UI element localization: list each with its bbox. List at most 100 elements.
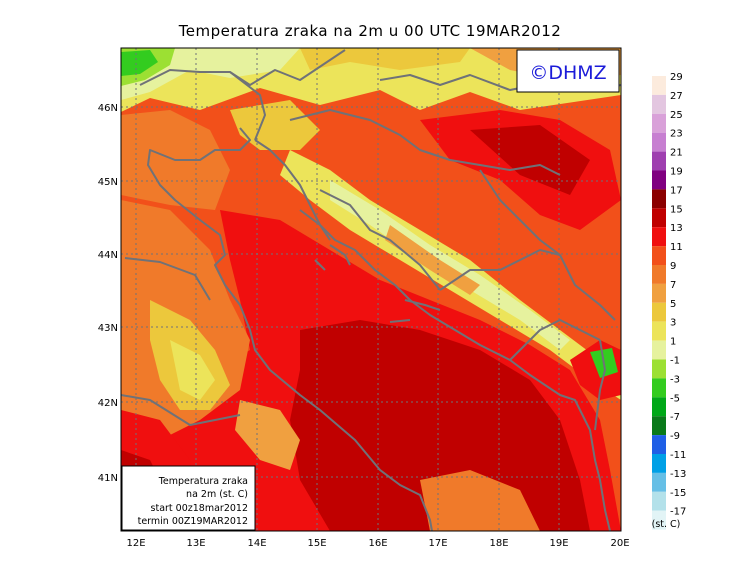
- x-tick-label: 12E: [126, 538, 145, 549]
- legend-label: -11: [670, 450, 686, 461]
- border-bosnia-east: [439, 249, 561, 291]
- legend-label: 23: [670, 129, 683, 140]
- legend-swatch: [652, 472, 666, 492]
- legend-swatch: [652, 454, 666, 473]
- island-korcula: [389, 319, 411, 323]
- legend-swatch: [652, 170, 666, 190]
- border-montenegro: [509, 319, 601, 361]
- italy-river: [124, 257, 211, 301]
- y-tick-label: 42N: [98, 398, 118, 409]
- coastlines: [121, 49, 621, 531]
- legend-label: -17: [670, 507, 686, 518]
- legend-swatch: [652, 302, 666, 322]
- map-title: Temperatura zraka na 2m u 00 UTC 19MAR20…: [178, 22, 562, 40]
- info-box-line4: termin 00Z19MAR2012: [138, 516, 248, 527]
- legend-swatch: [652, 227, 666, 247]
- legend-label: 17: [670, 185, 683, 196]
- legend-label: -1: [670, 356, 680, 367]
- gargano-7C: [235, 400, 300, 470]
- legend-unit: (st. C): [652, 519, 681, 530]
- legend-label: 11: [670, 242, 683, 253]
- legend-label: -9: [670, 431, 680, 442]
- info-box-line1: Temperatura zraka: [158, 476, 248, 487]
- plot-frame: [120, 47, 622, 532]
- legend-label: 15: [670, 204, 683, 215]
- legend-swatch: [652, 208, 666, 228]
- legend-label: -7: [670, 412, 680, 423]
- legend-label: 27: [670, 91, 683, 102]
- legend-swatch: [652, 265, 666, 284]
- island-pag: [329, 244, 351, 266]
- band-m3C-north: [121, 50, 158, 76]
- island-krk: [299, 209, 331, 241]
- info-box-line2: na 2m (st. C): [186, 489, 248, 500]
- italy-3C: [170, 340, 215, 400]
- legend-label: -13: [670, 469, 686, 480]
- y-tick-label: 41N: [98, 473, 118, 484]
- legend-swatch: [652, 283, 666, 303]
- legend-label: 1: [670, 337, 676, 348]
- legend-swatch: [652, 76, 666, 95]
- x-tick-label: 17E: [428, 538, 447, 549]
- legend-swatch: [652, 397, 666, 417]
- y-tick-label: 43N: [98, 323, 118, 334]
- legend-swatch: [652, 246, 666, 265]
- border-bosnia-west: [319, 189, 441, 291]
- legend-label: 13: [670, 223, 683, 234]
- color-legend: 29 27 25 23 21 19 17 15 13 11 9 7 5 3 1 -1 -3 -5 -7 -9 -11 -1…: [652, 72, 686, 530]
- legend-label: -15: [670, 488, 686, 499]
- legend-label: -5: [670, 393, 680, 404]
- info-box-line3: start 00z18mar2012: [151, 503, 248, 514]
- x-tick-label: 13E: [186, 538, 205, 549]
- legend-swatch: [652, 510, 666, 530]
- pocket-15C-northeast: [470, 125, 590, 195]
- legend-label: 3: [670, 318, 676, 329]
- legend-label: 29: [670, 72, 683, 83]
- legend-label: 5: [670, 299, 676, 310]
- y-tick-label: 46N: [98, 103, 118, 114]
- slovenia-5C: [230, 100, 320, 150]
- italy-border-south: [121, 394, 241, 426]
- legend-swatch: [652, 359, 666, 379]
- y-axis-labels: 46N 45N 44N 43N 42N 41N: [98, 103, 118, 484]
- legend-swatch: [652, 378, 666, 398]
- logo-text: ©DHMZ: [529, 62, 606, 84]
- legend-swatch: [652, 491, 666, 511]
- x-axis-labels: 12E 13E 14E 15E 16E 17E 18E 19E 20E: [126, 538, 629, 549]
- border-serbia: [479, 169, 561, 256]
- legend-label: 25: [670, 110, 683, 121]
- legend-swatch: [652, 416, 666, 436]
- border-croatia-north: [289, 109, 561, 176]
- island-hvar: [404, 299, 441, 311]
- legend-label: 19: [670, 167, 683, 178]
- legend-swatch: [652, 189, 666, 209]
- band-7C-dinaric: [385, 225, 480, 295]
- italy-coast: [147, 127, 433, 531]
- legend-swatch: [652, 340, 666, 360]
- x-tick-label: 16E: [368, 538, 387, 549]
- legend-swatch: [652, 132, 666, 152]
- y-tick-label: 45N: [98, 177, 118, 188]
- x-tick-label: 18E: [489, 538, 508, 549]
- y-tick-label: 44N: [98, 250, 118, 261]
- legend-label: 21: [670, 148, 683, 159]
- legend-label: -3: [670, 374, 680, 385]
- border-slovenia: [229, 71, 266, 141]
- x-tick-label: 14E: [247, 538, 266, 549]
- x-tick-label: 19E: [549, 538, 568, 549]
- x-tick-label: 15E: [307, 538, 326, 549]
- legend-swatch: [652, 94, 666, 114]
- border-kosovo: [559, 254, 616, 321]
- grid: [121, 48, 621, 531]
- border-austria: [139, 49, 346, 86]
- legend-label: 7: [670, 280, 676, 291]
- band-5C-north: [300, 48, 470, 70]
- info-box: [121, 465, 256, 531]
- legend-swatch: [652, 435, 666, 454]
- legend-swatch: [652, 113, 666, 133]
- legend-swatch: [652, 321, 666, 341]
- band-1C-dinaric: [330, 180, 570, 350]
- logo-box: [516, 49, 620, 93]
- legend-label: 9: [670, 261, 676, 272]
